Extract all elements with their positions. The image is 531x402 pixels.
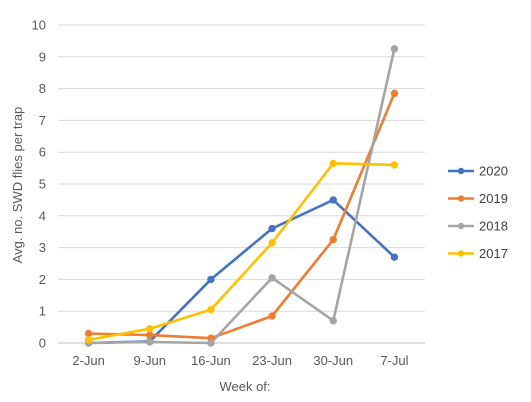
- data-point-2019: [268, 312, 276, 320]
- legend-label: 2018: [479, 219, 508, 234]
- data-point-2019: [84, 329, 93, 338]
- series-line-2017: [87, 162, 396, 342]
- x-tick-label: 2-Jun: [72, 353, 105, 368]
- data-point-2020: [268, 224, 276, 233]
- data-point-2018: [268, 274, 276, 282]
- x-tick-label: 16-Jun: [191, 353, 231, 368]
- x-tick-label: 23-Jun: [252, 353, 292, 368]
- x-axis-title: Week of:: [219, 379, 270, 394]
- data-point-2017: [329, 159, 337, 168]
- y-tick-label: 4: [39, 208, 46, 223]
- y-tick-label: 2: [39, 272, 46, 287]
- data-point-2020: [207, 275, 215, 284]
- y-axis-title: Avg. no. SWD flies per trap: [10, 107, 25, 264]
- series-line-2019: [87, 92, 396, 340]
- y-tick-label: 10: [32, 18, 46, 33]
- data-point-2017: [84, 336, 93, 344]
- legend-swatch-marker: [457, 195, 465, 202]
- legend: 2020 2019 2018 2017: [448, 164, 508, 261]
- legend-label: 2017: [479, 246, 508, 261]
- data-point-2018: [329, 317, 337, 325]
- data-point-2020: [329, 196, 337, 204]
- data-point-2018: [146, 338, 154, 346]
- data-point-2017: [207, 305, 215, 314]
- legend-swatch-marker: [457, 250, 465, 257]
- legend-label: 2020: [479, 164, 508, 179]
- y-tick-label: 7: [39, 113, 46, 128]
- data-point-2019: [390, 89, 399, 98]
- y-axis-ticks: 0 1 2 3 4 5 6 7 8 9 10: [32, 18, 46, 351]
- data-point-2017: [390, 161, 399, 169]
- series-lines: [84, 45, 399, 347]
- y-tick-label: 9: [39, 49, 46, 64]
- series-line-2018: [87, 47, 396, 345]
- y-tick-label: 3: [39, 240, 46, 255]
- legend-label: 2019: [479, 191, 508, 206]
- data-point-2017: [146, 324, 154, 333]
- x-axis-ticks: 2-Jun 9-Jun 16-Jun 23-Jun 30-Jun 7-Jul: [72, 353, 408, 368]
- data-point-2020: [390, 253, 399, 261]
- legend-swatch-marker: [457, 167, 465, 175]
- x-tick-label: 7-Jul: [380, 353, 408, 368]
- data-point-2017: [268, 239, 276, 247]
- y-tick-label: 1: [39, 304, 46, 319]
- legend-swatch-marker: [457, 222, 465, 230]
- data-point-2019: [146, 331, 154, 339]
- data-point-2018: [390, 45, 399, 53]
- data-point-2019: [329, 235, 337, 244]
- y-tick-label: 6: [39, 145, 46, 160]
- gridlines: [58, 24, 425, 344]
- data-point-2018: [207, 339, 215, 347]
- x-tick-label: 30-Jun: [313, 353, 353, 368]
- y-tick-label: 5: [39, 177, 46, 192]
- x-tick-label: 9-Jun: [133, 353, 166, 368]
- y-tick-label: 0: [39, 336, 46, 351]
- y-tick-label: 8: [39, 81, 46, 96]
- series-line-2020: [87, 198, 396, 345]
